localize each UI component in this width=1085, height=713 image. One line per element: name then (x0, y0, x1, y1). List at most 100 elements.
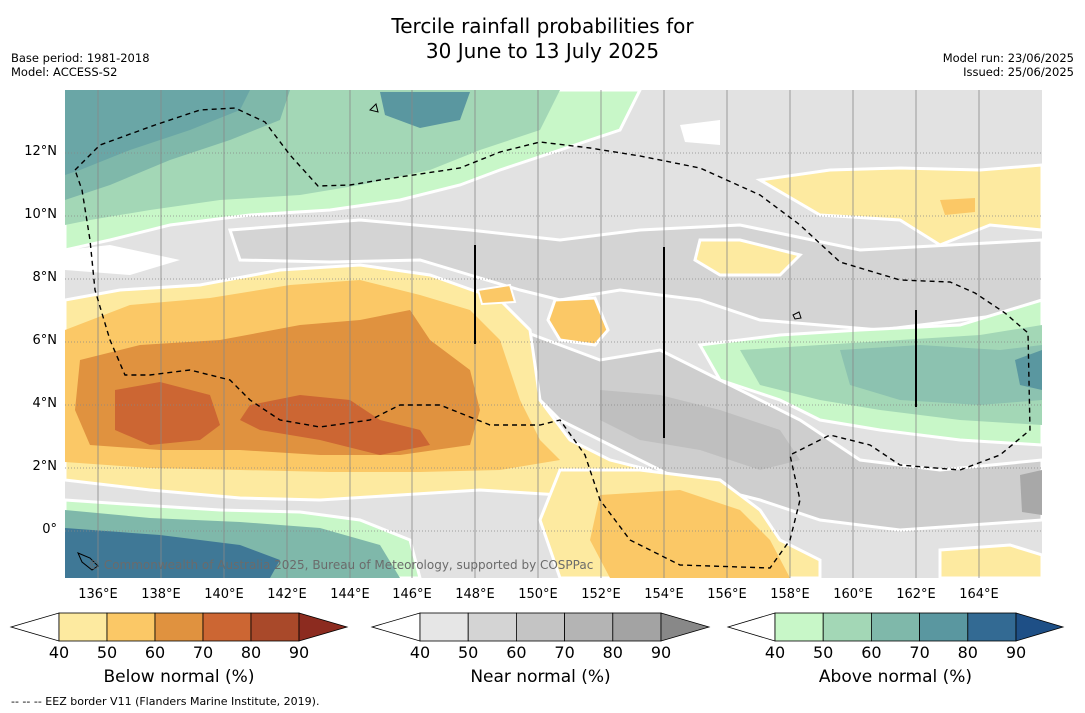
colorbar-below-min-extension (9, 612, 60, 642)
colorbar-near-min-extension (370, 612, 421, 642)
y-tick-label: 0° (42, 522, 57, 537)
colorbar-below-swatch (58, 612, 108, 642)
issued-date: Issued: 25/06/2025 (963, 65, 1074, 79)
colorbar-tick-label: 50 (813, 643, 834, 662)
colorbar-above-swatch (871, 612, 921, 642)
colorbar-near-swatch (564, 612, 614, 642)
near-normal-south (518, 327, 1042, 532)
x-tick-label: 148°E (455, 587, 495, 602)
y-tick-label: 10°N (24, 207, 57, 222)
colorbar-above-max-extension (1015, 612, 1065, 642)
white-patch-north (680, 120, 720, 145)
colorbar-above-swatch (919, 612, 969, 642)
x-tick-label: 142°E (267, 587, 307, 602)
above-normal-northwest-core (65, 90, 250, 175)
x-tick-label: 160°E (833, 587, 873, 602)
below-normal-blob (546, 296, 610, 347)
colorbar-above-swatch (822, 612, 872, 642)
colorbar-tick-label: 60 (506, 643, 527, 662)
colorbar-tick-label: 70 (909, 643, 930, 662)
island-png-north (77, 552, 99, 571)
eez-palau (74, 107, 1031, 569)
colorbar-tick-label: 70 (554, 643, 575, 662)
model-run: Model run: 23/06/2025 (942, 51, 1074, 65)
eez-footnote: -- -- -- EEZ border V11 (Flanders Marine… (11, 695, 320, 708)
above-normal-east-70 (840, 345, 1042, 405)
below-normal-southeast (938, 543, 1042, 578)
colorbar-tick-label: 80 (957, 643, 978, 662)
colorbars (9, 612, 1065, 642)
colorbar-below-swatch (154, 612, 204, 642)
colorbar-below-swatch (202, 612, 252, 642)
colorbar-above-swatch (774, 612, 824, 642)
meta-right: Model run: 23/06/2025 Issued: 25/06/2025 (943, 51, 1074, 79)
above-normal-east-core (1015, 350, 1042, 390)
colorbar-near-swatch (419, 612, 469, 642)
x-tick-label: 154°E (644, 587, 684, 602)
near-normal-east-core (1020, 470, 1042, 515)
colorbar-near-swatch (612, 612, 662, 642)
colorbar-tick-label: 60 (144, 643, 166, 662)
y-tick-label: 2°N (32, 459, 58, 474)
title-line-2: 30 June to 13 July 2025 (425, 39, 660, 63)
x-tick-label: 152°E (581, 587, 621, 602)
x-tick-label: 150°E (518, 587, 558, 602)
y-tick-label: 4°N (32, 396, 58, 411)
eez-borders (74, 107, 1031, 569)
map-title: Tercile rainfall probabilities for 30 Ju… (0, 14, 1085, 64)
below-normal-mid (693, 238, 803, 277)
solid-markers (474, 245, 917, 438)
y-tick-label: 8°N (32, 270, 58, 285)
colorbar-near-swatch (467, 612, 517, 642)
island-outlines (77, 103, 802, 571)
colorbar-below-swatch (106, 612, 156, 642)
base-period: Base period: 1981-2018 (11, 51, 150, 65)
near-normal-core (600, 390, 800, 470)
island-guam (369, 103, 379, 113)
colorbar-tick-label: 90 (288, 643, 310, 662)
colorbar-tick-label: 80 (240, 643, 262, 662)
colorbar-tick-label: 90 (650, 643, 672, 662)
colorbar-near-swatch (516, 612, 566, 642)
white-patch-west (65, 245, 180, 275)
above-normal-north-blob (380, 92, 470, 128)
island-pohnpei (792, 311, 802, 320)
above-normal-southwest-core (65, 528, 280, 578)
below-normal-northeast-core (940, 198, 975, 215)
colorbar-title-above: Above normal (%) (818, 667, 973, 687)
map-credit: © Commonwealth of Australia 2025, Bureau… (88, 558, 594, 572)
below-normal-west-70 (115, 382, 220, 445)
model-name: Model: ACCESS-S2 (11, 65, 118, 79)
colorbar-tick-label: 50 (96, 643, 118, 662)
x-tick-label: 156°E (707, 587, 747, 602)
colorbar-above-min-extension (726, 612, 776, 642)
colorbar-below-swatch (250, 612, 300, 642)
below-normal-south-50 (590, 490, 790, 578)
colorbar-title-below: Below normal (%) (103, 667, 255, 687)
colorbar-title-near: Near normal (%) (470, 667, 611, 687)
colorbar-near-max-extension (660, 612, 711, 642)
colorbar-tick-label: 80 (602, 643, 623, 662)
x-tick-label: 164°E (959, 587, 999, 602)
x-tick-label: 144°E (330, 587, 370, 602)
x-tick-label: 162°E (896, 587, 936, 602)
colorbar-tick-label: 90 (1005, 643, 1027, 662)
y-tick-label: 6°N (32, 333, 58, 348)
gridlines (65, 90, 1042, 578)
map-field (65, 90, 1042, 578)
x-tick-label: 136°E (78, 587, 118, 602)
meta-left: Base period: 1981-2018 Model: ACCESS-S2 (11, 51, 150, 79)
title-line-1: Tercile rainfall probabilities for (391, 14, 694, 38)
below-normal-blob2 (476, 283, 517, 306)
colorbar-tick-label: 40 (409, 643, 431, 662)
colorbar-below-max-extension (298, 612, 349, 642)
x-tick-label: 158°E (770, 587, 810, 602)
x-tick-label: 146°E (392, 587, 432, 602)
colorbar-tick-label: 40 (764, 643, 786, 662)
near-normal-band (227, 218, 1042, 332)
colorbar-tick-label: 60 (861, 643, 882, 662)
colorbar-tick-label: 70 (192, 643, 214, 662)
y-tick-label: 12°N (24, 144, 57, 159)
colorbar-tick-label: 40 (48, 643, 70, 662)
